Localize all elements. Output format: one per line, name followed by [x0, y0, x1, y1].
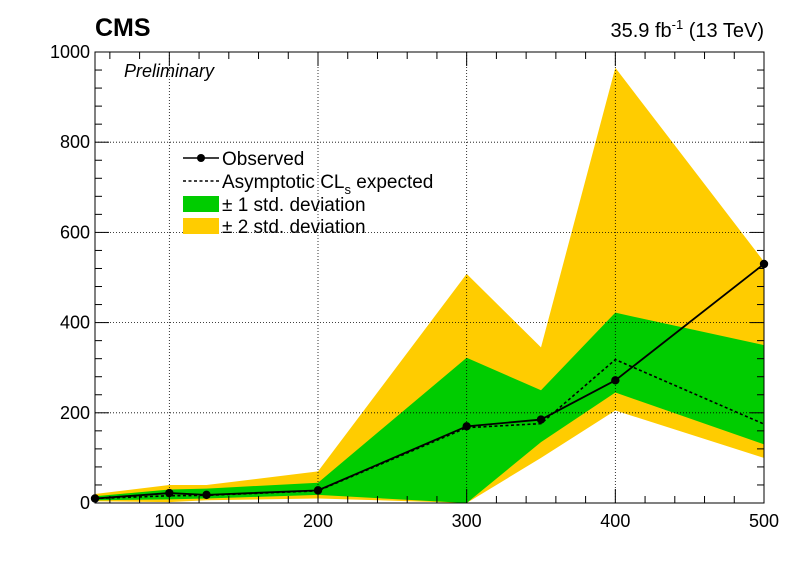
experiment-label: CMS [95, 14, 151, 42]
y-tick-label: 1000 [50, 42, 90, 62]
band-1sigma-group [95, 312, 764, 503]
observed-point [536, 415, 546, 424]
plot-border [94, 51, 765, 504]
series-group [90, 259, 769, 503]
axis-group: 100 200 300 400 500 0 200 400 600 800 1000 [50, 42, 779, 531]
preliminary-label: Preliminary [124, 61, 215, 81]
observed-point [611, 376, 620, 385]
legend-expected-label: Asymptotic CLs expected [222, 172, 433, 197]
lumi-exponent: -1 [672, 17, 684, 32]
lumi-value: 35.9 fb [610, 20, 671, 42]
energy-label: (13 TeV) [683, 20, 764, 42]
x-tick-label: 100 [154, 511, 184, 531]
observed-point [202, 490, 211, 500]
legend: Observed Asymptotic CLs expected ± 1 std… [183, 149, 433, 238]
luminosity-label: 35.9 fb-1 (13 TeV) [610, 17, 764, 42]
legend-expected-main: Asymptotic CL [222, 172, 344, 193]
legend-band2-swatch [183, 218, 219, 234]
legend-expected-sub: s [344, 182, 351, 197]
legend-band1-swatch [183, 196, 219, 212]
observed-point [462, 422, 471, 431]
x-tick-label: 500 [749, 511, 779, 531]
legend-band1-label: ± 1 std. deviation [222, 195, 366, 216]
band-1sigma [95, 312, 764, 503]
observed-line [94, 263, 765, 500]
legend-expected-tail: expected [351, 172, 433, 193]
y-tick-label: 0 [80, 493, 90, 513]
y-tick-label: 200 [60, 403, 90, 423]
x-tick-label: 200 [303, 511, 333, 531]
y-tick-label: 400 [60, 313, 90, 333]
x-tick-label: 300 [452, 511, 482, 531]
y-tick-label: 600 [60, 222, 90, 242]
y-tick-label: 800 [60, 132, 90, 152]
legend-band2-label: ± 2 std. deviation [222, 217, 366, 238]
x-tick-label: 400 [600, 511, 630, 531]
legend-observed-marker [197, 154, 205, 162]
legend-observed-label: Observed [222, 149, 304, 170]
